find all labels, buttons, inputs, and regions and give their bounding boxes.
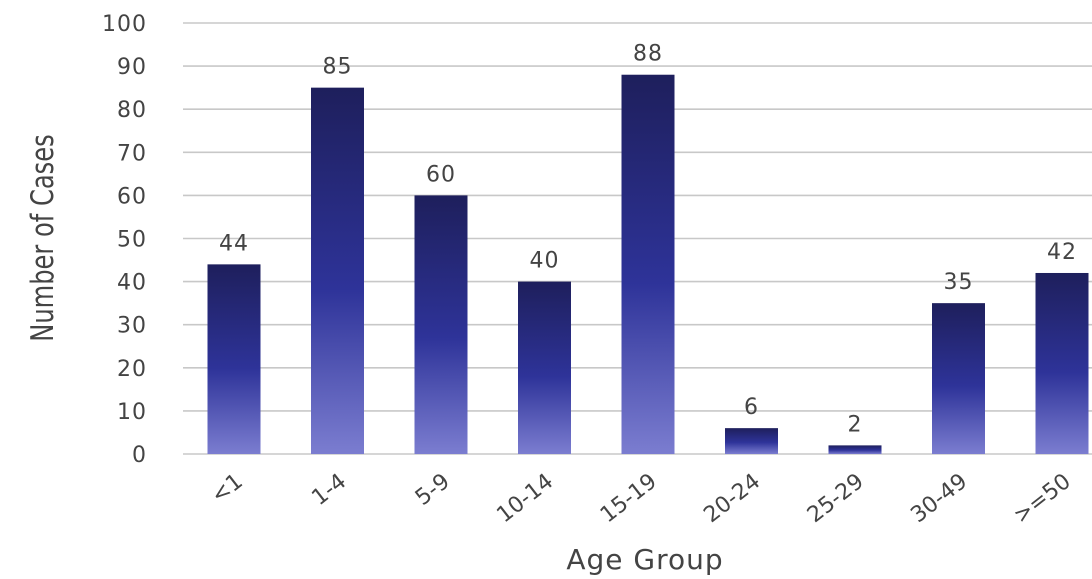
- data-label: 44: [219, 231, 249, 256]
- y-tick-label: 90: [117, 55, 147, 80]
- x-tick-label: 25-29: [803, 469, 869, 528]
- bar: [725, 428, 778, 454]
- x-tick-label: 30-49: [906, 469, 972, 528]
- y-tick-label: 0: [132, 443, 147, 468]
- x-tick-label: 20-24: [699, 469, 765, 528]
- data-labels: 44 85 60 40 88 6 2 35 42: [219, 42, 1077, 438]
- data-label: 40: [530, 249, 560, 274]
- x-tick-label: 5-9: [411, 469, 455, 511]
- bar: [828, 445, 882, 454]
- y-tick-label: 30: [117, 314, 147, 339]
- y-axis-ticks: 0 10 20 30 40 50 60 70 80 90 100: [102, 12, 147, 468]
- x-tick-label: <1: [207, 469, 248, 509]
- bar: [932, 303, 985, 454]
- x-tick-label: >=50: [1009, 469, 1076, 529]
- data-label: 60: [426, 162, 456, 187]
- x-tick-label: 1-4: [307, 469, 351, 511]
- bar: [207, 264, 261, 454]
- data-label: 6: [744, 395, 759, 420]
- data-label: 2: [848, 412, 863, 437]
- bar: [621, 74, 675, 454]
- y-tick-label: 50: [117, 228, 147, 253]
- y-tick-label: 80: [117, 98, 147, 123]
- x-axis-ticks: <1 1-4 5-9 10-14 15-19 20-24 25-29 30-49 >=50: [207, 469, 1076, 529]
- y-tick-label: 100: [102, 12, 147, 37]
- data-label: 42: [1047, 240, 1077, 265]
- bar: [414, 195, 468, 454]
- bars: [207, 74, 1089, 455]
- bar: [311, 87, 364, 455]
- data-label: 88: [633, 42, 663, 67]
- y-tick-label: 20: [117, 357, 147, 382]
- y-tick-label: 70: [117, 141, 147, 166]
- bar: [518, 281, 571, 454]
- x-axis-title: Age Group: [566, 543, 723, 575]
- data-label: 85: [323, 55, 353, 80]
- y-axis-title: Number of Cases: [24, 134, 61, 341]
- y-tick-label: 40: [117, 271, 147, 296]
- bar: [1035, 272, 1089, 454]
- data-label: 35: [944, 270, 974, 295]
- x-tick-label: 10-14: [492, 469, 558, 528]
- y-tick-label: 60: [117, 184, 147, 209]
- y-tick-label: 10: [117, 400, 147, 425]
- x-tick-label: 15-19: [596, 469, 662, 528]
